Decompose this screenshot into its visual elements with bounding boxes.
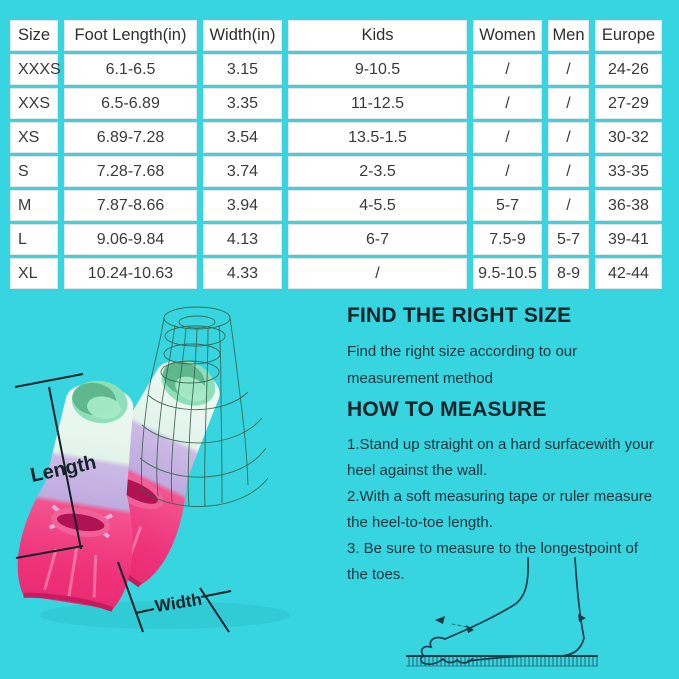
foot-outline [419,557,585,666]
table-cell: / [548,88,589,119]
table-cell: XXS [10,88,58,119]
header-cell-kids: Kids [288,20,467,51]
table-cell: 9.06-9.84 [64,224,197,255]
table-cell: 10.24-10.63 [64,258,197,289]
ruler [406,655,598,667]
measure-steps: 1.Stand up straight on a hard surfacewit… [347,432,662,588]
table-cell: / [288,258,467,289]
header-cell-size: Size [10,20,58,51]
header-cell-men: Men [548,20,589,51]
table-cell: 9-10.5 [288,54,467,85]
width-dimension [117,561,232,633]
find-right-size-text: Find the right size according to our mea… [347,343,578,387]
header-cell-width: Width(in) [203,20,282,51]
how-to-measure-heading: HOW TO MEASURE [347,398,547,421]
find-right-size-heading: FIND THE RIGHT SIZE [347,304,572,327]
table-cell: / [473,54,542,85]
table-cell: 24-26 [595,54,662,85]
mesh-wireframe [139,306,269,508]
table-cell: / [548,156,589,187]
measure-step-1: 1.Stand up straight on a hard surfacewit… [347,436,654,479]
table-cell: 39-41 [595,224,662,255]
table-cell: / [473,122,542,153]
table-cell: 42-44 [595,258,662,289]
table-cell: 4.13 [203,224,282,255]
fins-illustration: Length Width [14,306,290,633]
table-cell: / [548,122,589,153]
table-cell: / [473,88,542,119]
header-cell-europe: Europe [595,20,662,51]
table-cell: 8-9 [548,258,589,289]
table-cell: XS [10,122,58,153]
foot-measurement-diagram [406,557,598,667]
measure-step-2: 2.With a soft measuring tape or ruler me… [347,488,653,531]
table-cell: 27-29 [595,88,662,119]
table-cell: 2-3.5 [288,156,467,187]
table-cell: 5-7 [473,190,542,221]
table-cell: 13.5-1.5 [288,122,467,153]
table-cell: 4.33 [203,258,282,289]
header-cell-foot-length: Foot Length(in) [64,20,197,51]
table-cell: 33-35 [595,156,662,187]
sizing-instructions: FIND THE RIGHT SIZE Find the right size … [347,298,662,588]
table-cell: 30-32 [595,122,662,153]
size-chart-table: Size Foot Length(in) Width(in) Kids Wome… [10,20,662,289]
table-cell: 7.5-9 [473,224,542,255]
table-cell: / [548,54,589,85]
table-cell: 11-12.5 [288,88,467,119]
table-cell: 4-5.5 [288,190,467,221]
table-cell: 7.28-7.68 [64,156,197,187]
measure-step-3: 3. Be sure to measure to the longestpoin… [347,540,639,583]
table-cell: 3.94 [203,190,282,221]
table-cell: 6.1-6.5 [64,54,197,85]
table-cell: 3.74 [203,156,282,187]
table-cell: 3.54 [203,122,282,153]
table-cell: / [548,190,589,221]
measure-arrows [435,614,586,633]
table-cell: L [10,224,58,255]
table-cell: 7.87-8.66 [64,190,197,221]
table-cell: XXXS [10,54,61,85]
table-cell: / [473,156,542,187]
table-cell: S [10,156,58,187]
table-cell: 3.35 [203,88,282,119]
table-cell: 6.89-7.28 [64,122,197,153]
table-cell: 9.5-10.5 [473,258,542,289]
table-cell: XL [10,258,58,289]
table-cell: 3.15 [203,54,282,85]
table-cell: 5-7 [548,224,589,255]
table-cell: 6-7 [288,224,467,255]
length-dimension [14,373,84,559]
table-cell: 6.5-6.89 [64,88,197,119]
table-cell: M [10,190,58,221]
header-cell-women: Women [473,20,542,51]
table-cell: 36-38 [595,190,662,221]
